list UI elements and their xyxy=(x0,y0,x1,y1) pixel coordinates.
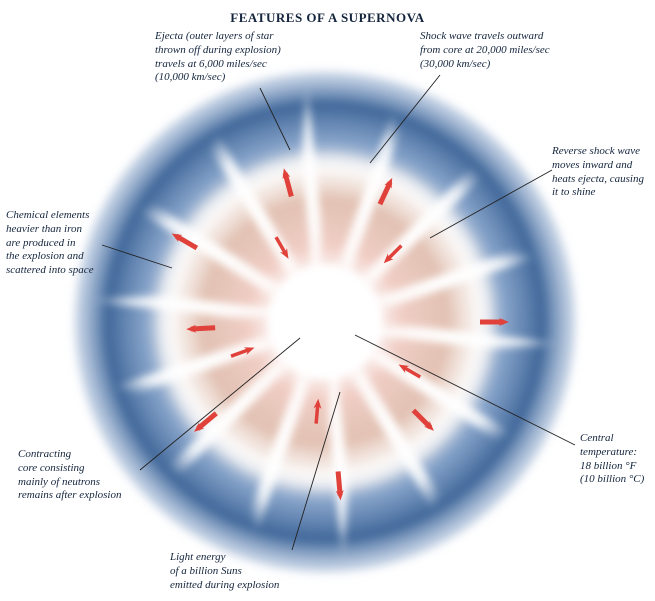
supernova-diagram xyxy=(0,0,655,601)
callout-label-shock: Shock wave travels outward from core at … xyxy=(420,30,550,71)
callout-label-contracting: Contracting core consisting mainly of ne… xyxy=(18,448,121,503)
callout-label-ejecta: Ejecta (outer layers of star thrown off … xyxy=(155,30,281,85)
shock-arrow-icon xyxy=(191,328,215,329)
callout-label-elements: Chemical elements heavier than iron are … xyxy=(6,209,94,278)
callout-label-temp: Central temperature: 18 billion °F (10 b… xyxy=(580,432,644,487)
shock-arrow-icon xyxy=(338,471,340,495)
callout-label-reverse: Reverse shock wave moves inward and heat… xyxy=(552,145,644,200)
core-glow xyxy=(269,266,382,379)
callout-label-light: Light energy of a billion Suns emitted d… xyxy=(170,551,279,592)
reverse-shock-arrow-icon xyxy=(316,404,318,424)
